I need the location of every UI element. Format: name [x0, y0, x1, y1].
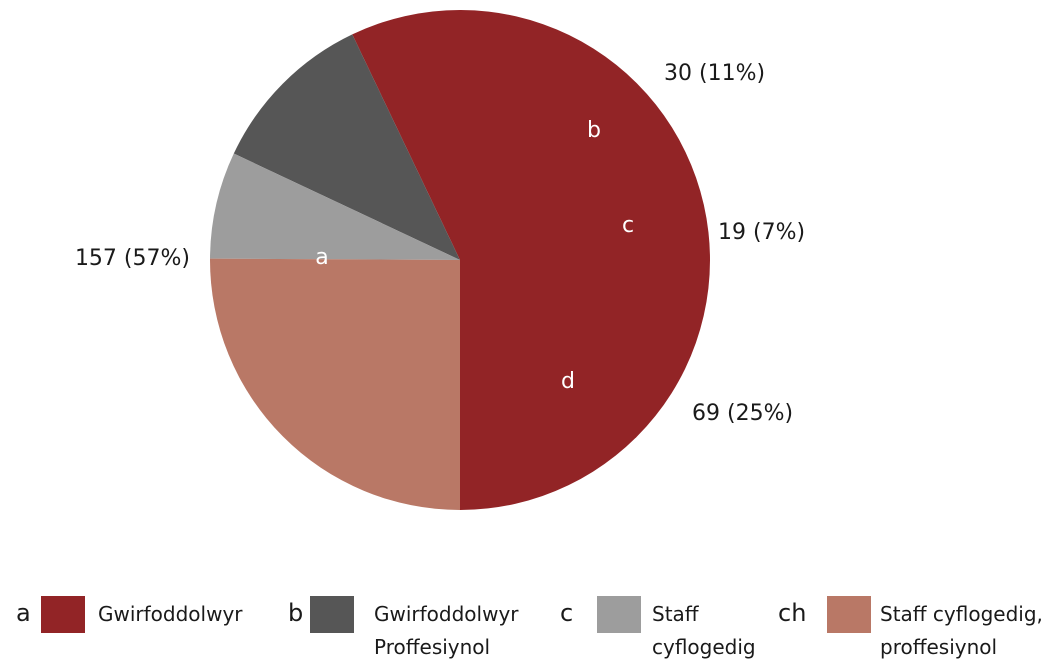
data-label-d: 69 (25%): [692, 401, 793, 426]
legend-letter-c: c: [560, 599, 573, 627]
data-label-b: 30 (11%): [664, 61, 765, 86]
slice-letters: a b c d: [315, 118, 634, 394]
legend-swatch-ch: [827, 596, 871, 633]
legend-text-b-line2: Proffesiynol: [374, 635, 490, 659]
legend-swatch-c: [597, 596, 641, 633]
slice-letter-a: a: [315, 245, 328, 270]
legend-text-a-line1: Gwirfoddolwyr: [98, 602, 243, 626]
legend-letter-b: b: [288, 599, 303, 627]
pie-slice-c: [210, 153, 460, 260]
legend-text-c-line2: cyflogedig: [652, 635, 756, 659]
slice-letter-b: b: [587, 118, 601, 143]
data-labels: 157 (57%) 30 (11%) 19 (7%) 69 (25%): [75, 61, 805, 426]
pie-slices: [210, 10, 710, 511]
legend-text-c-line1: Staff: [652, 602, 700, 626]
pie-slice-a: [352, 10, 710, 511]
legend-letter-a: a: [16, 599, 31, 627]
slice-letter-c: c: [622, 213, 634, 238]
pie-slice-d: [210, 258, 460, 510]
data-label-c: 19 (7%): [718, 220, 805, 245]
legend-swatch-a: [41, 596, 85, 633]
data-label-a: 157 (57%): [75, 246, 190, 271]
legend: a Gwirfoddolwyr b Gwirfoddolwyr Proffesiynol…: [16, 596, 1043, 659]
pie-slice-b: [233, 34, 460, 260]
legend-swatch-b: [310, 596, 354, 633]
legend-text-ch-line2: proffesiynol: [880, 635, 997, 659]
legend-text-b-line1: Gwirfoddolwyr: [374, 602, 519, 626]
legend-letter-ch: ch: [778, 599, 806, 627]
legend-text-ch-line1: Staff cyflogedig,: [880, 602, 1043, 626]
slice-letter-d: d: [561, 369, 575, 394]
